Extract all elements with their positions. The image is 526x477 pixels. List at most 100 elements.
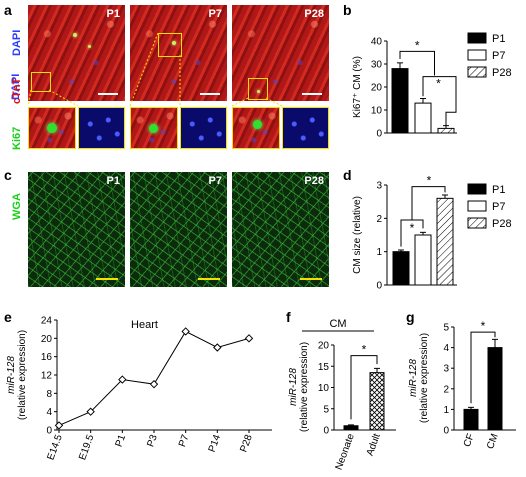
y-tick-label: 1 xyxy=(376,247,382,258)
legend-label: P1 xyxy=(492,184,505,196)
bar-p28 xyxy=(437,127,455,134)
micrograph-p7-label: P7 xyxy=(208,8,222,20)
legend-swatch xyxy=(467,200,487,212)
panel-a-letter: a xyxy=(4,2,12,18)
data-point-p1 xyxy=(118,375,127,384)
micrograph-p1-label: P1 xyxy=(106,8,120,20)
y-tick-label: 0 xyxy=(323,426,329,437)
panel-c-letter: c xyxy=(4,167,12,183)
zoom-p1-dapi xyxy=(78,107,125,149)
scale-bar xyxy=(98,93,118,95)
wga-p1-label: P1 xyxy=(106,175,120,187)
inset-box-p1 xyxy=(31,72,51,92)
data-point-p28 xyxy=(244,334,254,343)
y-axis-label: (relative expression) xyxy=(17,330,28,420)
wga-micrograph-p7: P7 xyxy=(130,172,227,287)
zoom-p28-merge xyxy=(232,107,280,149)
scale-bar xyxy=(200,93,220,95)
significance-bracket xyxy=(470,331,496,404)
legend-label: P28 xyxy=(492,67,512,79)
significance-star: * xyxy=(362,343,367,357)
y-tick-label: 20 xyxy=(318,341,330,352)
y-tick-label: 20 xyxy=(41,334,53,345)
panel-f-letter: f xyxy=(286,309,291,325)
significance-star: * xyxy=(481,319,486,333)
chart-d-cm-size: 0 1 2 3 CM size (relative) * * P1 P7 P28 xyxy=(352,174,512,292)
x-tick-label: P14 xyxy=(207,433,224,454)
bar-cf xyxy=(463,408,479,431)
micrograph-p28: P28 xyxy=(232,5,329,101)
legend-label: P1 xyxy=(492,33,505,45)
zoom-p1-merge xyxy=(28,107,76,149)
zoom-p28-dapi xyxy=(282,107,329,149)
x-tick-label: Neonate xyxy=(334,432,357,472)
x-tick-label: P28 xyxy=(238,433,255,454)
y-tick-label: 5 xyxy=(323,404,329,415)
y-axis-label: (relative expression) xyxy=(419,333,430,423)
chart-e-heart: 0 4 8 12 16 20 24 E14.5 E19.5 P1 P3 P7 P14 P28 Heart mi… xyxy=(6,316,272,462)
y-tick-label: 0 xyxy=(376,129,382,140)
scale-bar xyxy=(96,278,118,280)
y-tick-label: 24 xyxy=(41,316,53,327)
legend-swatch xyxy=(467,217,487,229)
data-point-p7 xyxy=(181,327,190,336)
chart-title: CM xyxy=(329,318,346,330)
wga-p7-label: P7 xyxy=(208,175,222,187)
bar-p7 xyxy=(414,102,432,134)
legend-swatch xyxy=(467,32,487,44)
chart-b-ki67: 0 10 20 30 40 Ki67⁺ CM (%) * * P1 P7 P28 xyxy=(352,32,512,140)
y-tick-label: 16 xyxy=(41,352,53,363)
scale-bar xyxy=(198,278,220,280)
bar-p1 xyxy=(392,251,410,286)
x-tick-label: P1 xyxy=(114,433,129,449)
x-tick-label: CF xyxy=(462,432,477,448)
micrograph-p28-label: P28 xyxy=(304,8,324,20)
significance-bracket xyxy=(411,186,446,220)
y-tick-label: 40 xyxy=(371,37,383,48)
micrograph-p7: P7 xyxy=(130,5,227,101)
x-tick-label: E19.5 xyxy=(77,433,96,462)
panel-b-letter: b xyxy=(343,2,352,18)
x-tick-label: P3 xyxy=(145,433,160,449)
data-point-e14.5 xyxy=(54,421,64,430)
wga-p28-label: P28 xyxy=(304,175,324,187)
x-tick-label: Adult xyxy=(365,432,383,457)
y-tick-label: 4 xyxy=(443,343,449,354)
scale-bar xyxy=(302,93,322,95)
y-axis-label-italic: miR-128 xyxy=(288,368,299,406)
stain-label-wga: WGA xyxy=(11,193,23,220)
y-axis-label-italic: miR-128 xyxy=(6,356,17,394)
legend-label: P7 xyxy=(492,50,505,62)
significance-star: * xyxy=(427,174,432,188)
y-tick-label: 10 xyxy=(371,106,383,117)
significance-bracket xyxy=(399,50,435,76)
y-tick-label: 12 xyxy=(41,371,53,382)
y-tick-label: 2 xyxy=(376,214,382,225)
y-tick-label: 3 xyxy=(376,181,382,192)
y-tick-label: 15 xyxy=(318,362,330,373)
y-axis-label-italic: miR-128 xyxy=(408,359,419,397)
zoom-p7-dapi xyxy=(180,107,227,149)
significance-star: * xyxy=(436,77,441,91)
panel-e-letter: e xyxy=(4,309,12,325)
chart-title: Heart xyxy=(131,319,158,331)
x-tick-label: E14.5 xyxy=(46,433,65,462)
y-tick-label: 8 xyxy=(46,389,52,400)
y-tick-label: 1 xyxy=(443,405,449,416)
bar-cm xyxy=(487,347,503,431)
bar-p7 xyxy=(414,234,432,286)
y-axis-label: Ki67⁺ CM (%) xyxy=(352,56,363,118)
zoom-p7-merge xyxy=(130,107,178,149)
y-tick-label: 10 xyxy=(318,383,330,394)
bar-p28 xyxy=(436,197,454,286)
y-tick-label: 2 xyxy=(443,384,449,395)
significance-star: * xyxy=(415,38,420,52)
y-tick-label: 0 xyxy=(46,426,52,437)
y-tick-label: 5 xyxy=(443,323,449,334)
bar-adult xyxy=(369,372,385,431)
data-point-e19.5 xyxy=(86,407,95,416)
y-tick-label: 0 xyxy=(443,426,449,437)
significance-bracket xyxy=(350,355,378,420)
y-tick-label: 0 xyxy=(376,281,382,292)
